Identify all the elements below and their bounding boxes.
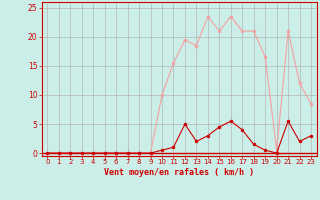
X-axis label: Vent moyen/en rafales ( km/h ): Vent moyen/en rafales ( km/h ) bbox=[104, 168, 254, 177]
